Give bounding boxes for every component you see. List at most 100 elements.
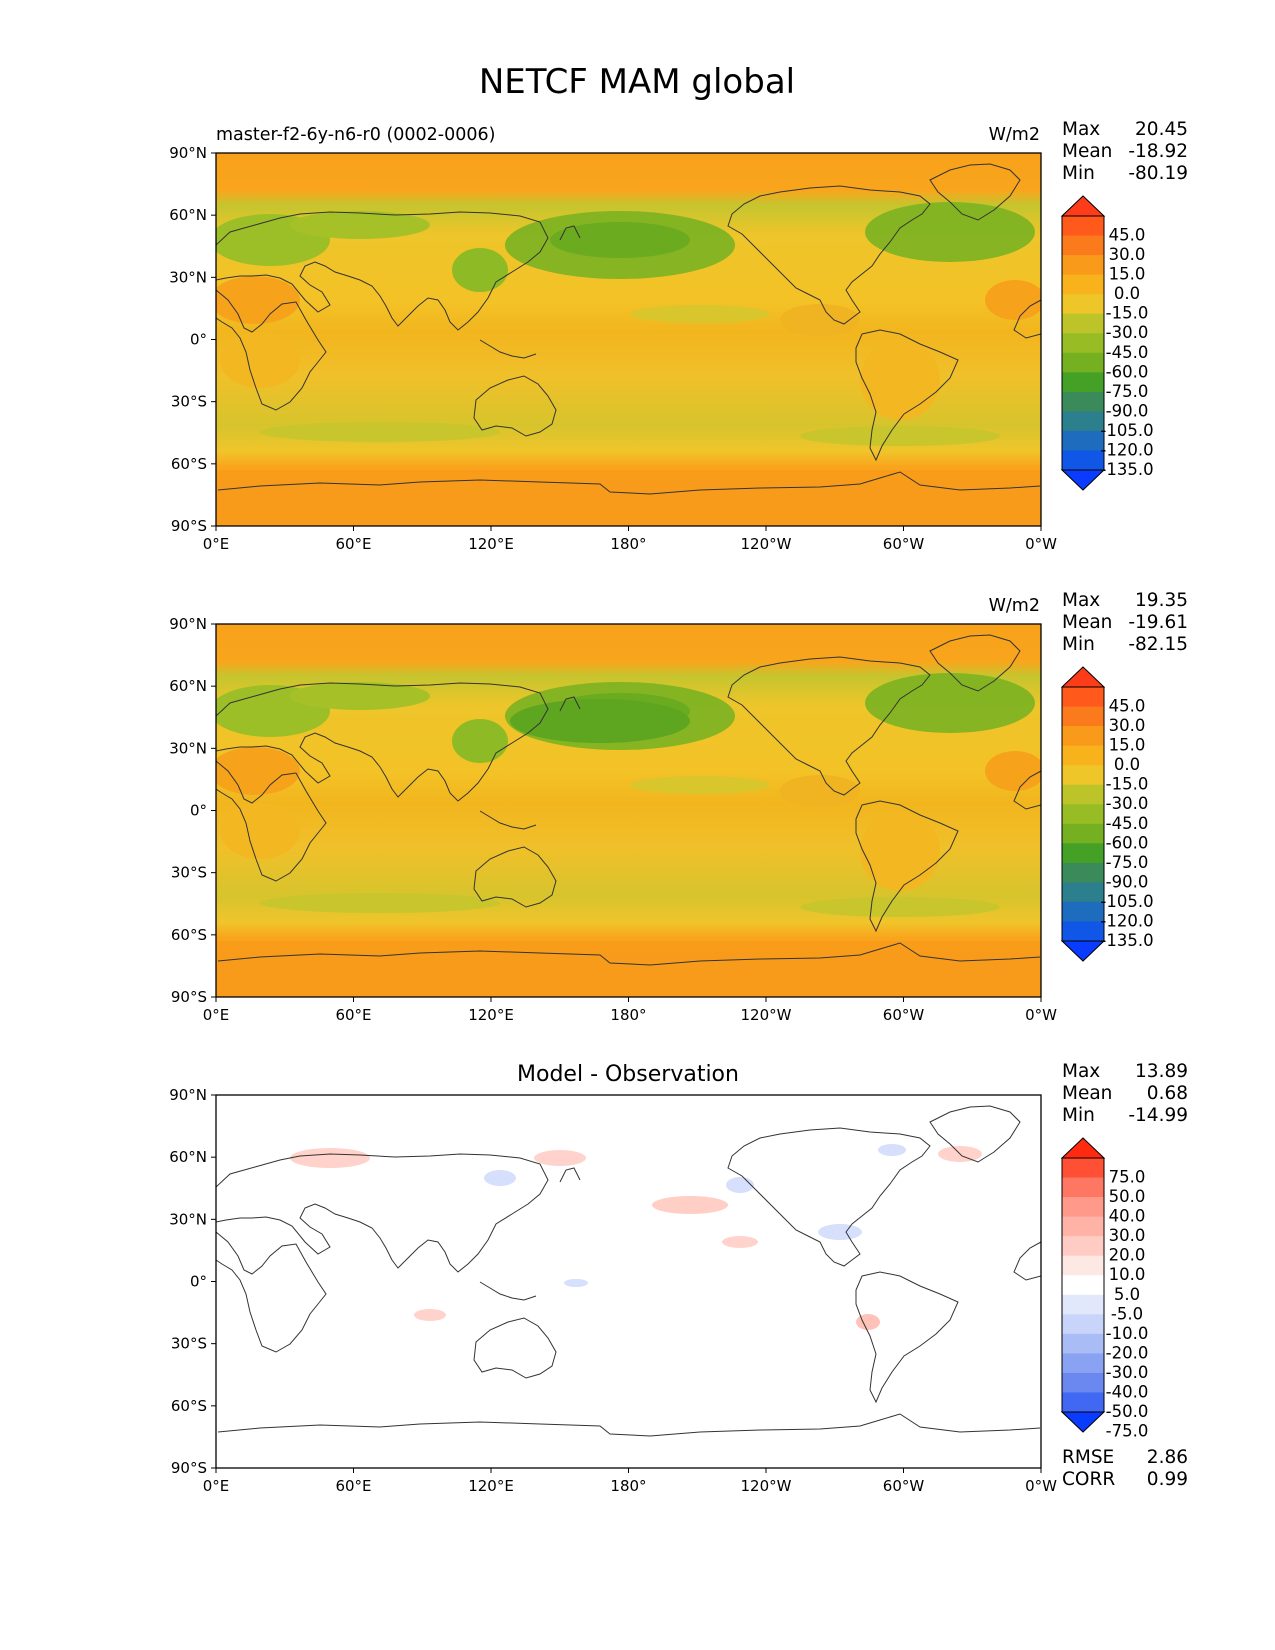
lat-tick-label: 30°S <box>171 393 207 411</box>
colorbar-label: -105.0 <box>1100 421 1153 440</box>
map-field <box>216 153 1041 526</box>
min-label: Min <box>1062 634 1095 655</box>
lat-tick-label: 90°N <box>169 144 207 162</box>
colorbar-segment <box>1062 411 1104 432</box>
lat-tick-label: 60°N <box>169 206 207 224</box>
lon-tick-label: 60°E <box>335 1006 371 1024</box>
colorbar-extend-min <box>1060 469 1106 491</box>
colorbar-segment <box>1062 216 1104 237</box>
mean-value: 0.68 <box>1147 1083 1188 1104</box>
colorbar-segment <box>1062 1392 1104 1413</box>
colorbar-segment <box>1062 235 1104 256</box>
colorbar: 75.050.040.030.020.010.05.0-5.0-10.0-20.… <box>1060 1137 1149 1441</box>
corr-label: CORR <box>1062 1469 1115 1490</box>
colorbar-label: -135.0 <box>1100 931 1153 950</box>
colorbar-label: -75.0 <box>1106 853 1149 872</box>
rmse-value: 2.86 <box>1147 1447 1188 1468</box>
figure-title: NETCF MAM global <box>479 62 795 102</box>
lat-tick-label: 60°S <box>171 926 207 944</box>
lat-tick-label: 90°N <box>169 615 207 633</box>
max-value: 19.35 <box>1135 590 1188 611</box>
colorbar-segment <box>1062 1177 1104 1198</box>
colorbar-label: -45.0 <box>1106 343 1149 362</box>
colorbar-label: 20.0 <box>1109 1246 1146 1265</box>
colorbar-segment <box>1062 804 1104 825</box>
colorbar-segment <box>1062 843 1104 864</box>
colorbar-label: -50.0 <box>1106 1402 1149 1421</box>
colorbar-label: -30.0 <box>1106 794 1149 813</box>
colorbar-segment <box>1062 862 1104 883</box>
colorbar-label: -30.0 <box>1106 323 1149 342</box>
colorbar-label: -60.0 <box>1106 833 1149 852</box>
mean-value: -19.61 <box>1128 612 1188 633</box>
colorbar: 45.030.015.00.0-15.0-30.0-45.0-60.0-75.0… <box>1060 195 1154 491</box>
lon-tick-label: 0°W <box>1025 535 1057 553</box>
colorbar-segment <box>1062 765 1104 786</box>
colorbar-segment <box>1062 1197 1104 1218</box>
min-label: Min <box>1062 1105 1095 1126</box>
colorbar-label: 50.0 <box>1109 1187 1146 1206</box>
colorbar-segment <box>1062 882 1104 903</box>
max-value: 13.89 <box>1135 1061 1188 1082</box>
colorbar-segment <box>1062 450 1104 471</box>
colorbar-frame <box>1061 686 1105 942</box>
lon-tick-label: 60°E <box>335 1477 371 1495</box>
colorbar-label: 30.0 <box>1109 716 1146 735</box>
lat-tick-label: 30°N <box>169 268 207 286</box>
colorbar-segment <box>1062 1372 1104 1393</box>
lat-tick-label: 60°N <box>169 1148 207 1166</box>
colorbar-label: -30.0 <box>1106 1363 1149 1382</box>
units-label: W/m2 <box>989 596 1040 616</box>
lon-tick-label: 0°E <box>203 1477 230 1495</box>
colorbar-label: 75.0 <box>1109 1168 1146 1187</box>
colorbar-segment <box>1062 823 1104 844</box>
lon-tick-label: 180° <box>610 1006 646 1024</box>
colorbar-label: -10.0 <box>1106 1324 1149 1343</box>
min-label: Min <box>1062 163 1095 184</box>
colorbar-label: -120.0 <box>1100 911 1153 930</box>
lat-tick-label: 30°N <box>169 1210 207 1228</box>
lon-tick-label: 180° <box>610 1477 646 1495</box>
colorbar-label: 40.0 <box>1109 1207 1146 1226</box>
colorbar-segment <box>1062 784 1104 805</box>
map-field <box>216 1095 1041 1468</box>
mean-label: Mean <box>1062 1083 1112 1104</box>
stats-block: Max 13.89 Mean 0.68 Min -14.99 <box>1062 1061 1188 1126</box>
colorbar-label: -20.0 <box>1106 1343 1149 1362</box>
lon-tick-label: 60°W <box>883 1006 925 1024</box>
lat-tick-label: 30°N <box>169 739 207 757</box>
mean-value: -18.92 <box>1128 141 1188 162</box>
lon-tick-label: 0°W <box>1025 1477 1057 1495</box>
colorbar-label: 15.0 <box>1109 736 1146 755</box>
panel-center-title: Model - Observation <box>517 1062 739 1087</box>
colorbar-label: -5.0 <box>1111 1304 1143 1323</box>
lat-tick-label: 0° <box>190 331 207 349</box>
colorbar-label: -135.0 <box>1100 460 1153 479</box>
lat-tick-label: 90°S <box>171 1459 207 1477</box>
max-value: 20.45 <box>1135 119 1188 140</box>
colorbar-label: 0.0 <box>1114 755 1140 774</box>
colorbar-label: 45.0 <box>1109 226 1146 245</box>
corr-value: 0.99 <box>1147 1469 1188 1490</box>
lat-tick-label: 90°S <box>171 988 207 1006</box>
lat-tick-label: 30°S <box>171 1335 207 1353</box>
colorbar-label: 5.0 <box>1114 1285 1140 1304</box>
lon-tick-label: 60°W <box>883 535 925 553</box>
colorbar-label: 0.0 <box>1114 284 1140 303</box>
colorbar-label: -45.0 <box>1106 814 1149 833</box>
colorbar-label: 30.0 <box>1109 1226 1146 1245</box>
colorbar-segment <box>1062 706 1104 727</box>
colorbar-frame <box>1061 1157 1105 1413</box>
colorbar-extend-max <box>1060 1137 1106 1159</box>
colorbar-segment <box>1062 1255 1104 1276</box>
colorbar-extend-max <box>1060 195 1106 217</box>
lon-tick-label: 0°W <box>1025 1006 1057 1024</box>
colorbar-label: -75.0 <box>1106 382 1149 401</box>
max-label: Max <box>1062 119 1100 140</box>
lat-tick-label: 60°N <box>169 677 207 695</box>
mean-label: Mean <box>1062 612 1112 633</box>
colorbar-label: 30.0 <box>1109 245 1146 264</box>
lon-tick-label: 120°W <box>741 1477 792 1495</box>
colorbar-label: -15.0 <box>1106 775 1149 794</box>
lon-tick-label: 0°E <box>203 1006 230 1024</box>
